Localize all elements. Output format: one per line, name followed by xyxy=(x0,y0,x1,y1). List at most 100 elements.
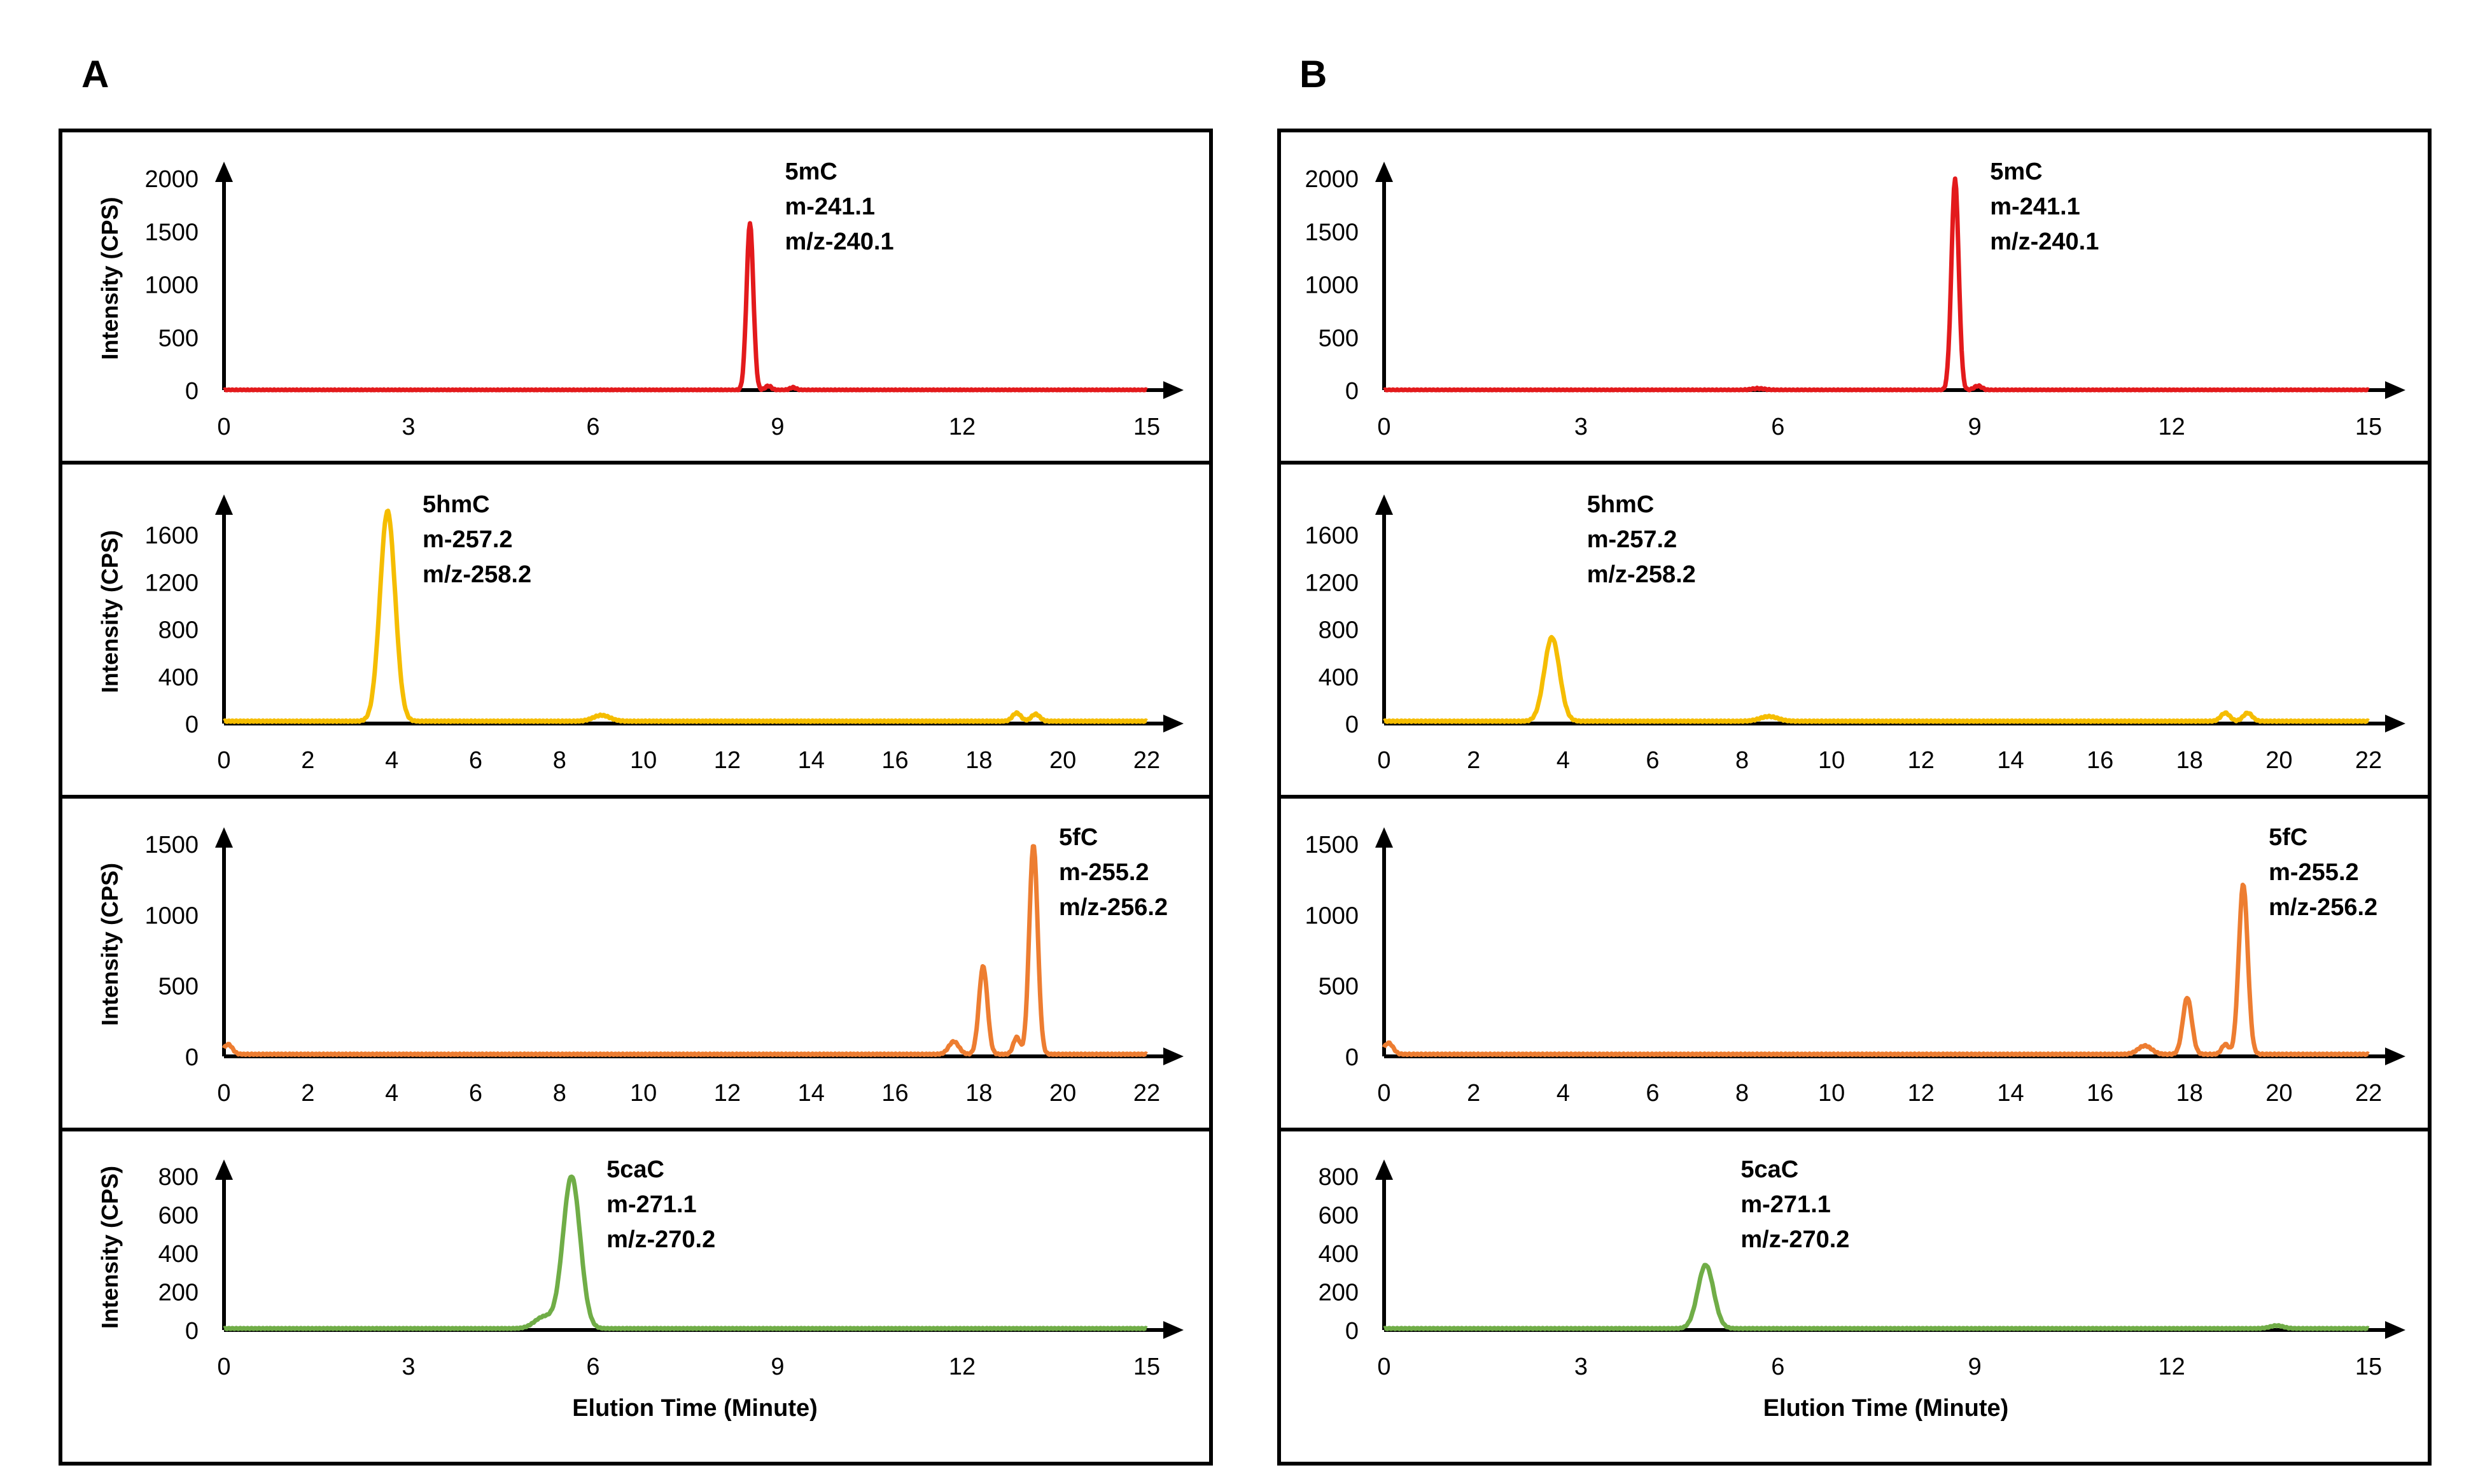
panel-b-5hmc-xtick-label: 16 xyxy=(2087,747,2113,774)
panel-a-5fc-xtick-label: 6 xyxy=(469,1080,482,1107)
panel-b-5fc-xtick-label: 22 xyxy=(2355,1080,2382,1107)
panel-b-5fc-xtick-label: 18 xyxy=(2176,1080,2203,1107)
panel-a-5fc-xtick-label: 18 xyxy=(965,1080,992,1107)
panel-a-5fc-xtick-label: 10 xyxy=(630,1080,657,1107)
panel-a-5cac-ytick-label: 400 xyxy=(158,1241,199,1268)
panel-b-5fc-ytick-label: 0 xyxy=(1345,1044,1359,1071)
panel-b-5cac-xtick-label: 9 xyxy=(1968,1354,1982,1380)
panel-a-5mc-y-axis-arrow xyxy=(215,162,233,182)
panel-a-5mc-x-axis-arrow xyxy=(1163,381,1184,399)
panel-a-5mc-ytick-label: 0 xyxy=(185,378,199,405)
panel-letter-a: A xyxy=(81,53,109,95)
panel-b-5hmc-xtick-label: 4 xyxy=(1557,747,1570,774)
panel-b-5mc-trace xyxy=(1383,176,2370,393)
panel-a-5mc-xtick-label: 9 xyxy=(771,414,784,440)
panel-a-5fc-xtick-label: 8 xyxy=(553,1080,566,1107)
panel-a-5fc-xtick-label: 22 xyxy=(1133,1080,1160,1107)
panel-b-5hmc-ytick-label: 1600 xyxy=(1305,522,1359,549)
panel-a-5cac-xtick-label: 12 xyxy=(949,1354,976,1380)
panel-b-5hmc-y-axis-arrow xyxy=(1375,494,1393,515)
panel-a-5hmc-annotation-line: m-257.2 xyxy=(423,526,513,553)
panel-a-5fc-ytick-label: 1500 xyxy=(144,832,199,858)
panel-a-5mc-annotation-line: m/z-240.1 xyxy=(785,228,894,255)
panel-a-5hmc-xtick-label: 4 xyxy=(385,747,398,774)
panel-b-xlabel: Elution Time (Minute) xyxy=(1763,1395,2009,1422)
panel-b-5mc-ytick-label: 0 xyxy=(1345,378,1359,405)
panel-b-5mc-ytick-label: 2000 xyxy=(1305,166,1359,193)
panel-a-5mc-xtick-label: 12 xyxy=(949,414,976,440)
panel-b-5hmc-ytick-label: 0 xyxy=(1345,711,1359,738)
panel-b-5hmc-ytick-label: 400 xyxy=(1319,664,1359,691)
panel-a-5fc-ylabel: Intensity (CPS) xyxy=(97,863,123,1026)
panel-b-5hmc-xtick-label: 22 xyxy=(2355,747,2382,774)
panel-b-5fc-xtick-label: 14 xyxy=(1997,1080,2024,1107)
panel-b-5cac-annotation-line: m-271.1 xyxy=(1740,1191,1831,1218)
panel-b-5fc-annotation-line: m-255.2 xyxy=(2269,859,2359,886)
panel-a-5hmc-xtick-label: 10 xyxy=(630,747,657,774)
panel-a-5hmc-xtick-label: 0 xyxy=(217,747,230,774)
panel-a-5hmc-ytick-label: 0 xyxy=(185,711,199,738)
panel-b-5mc-xtick-label: 6 xyxy=(1771,414,1784,440)
panel-b-5cac-chart: 0 200 400 600 800 0 3 6 9 12 15 5caC m-271.1 m/z-270.… xyxy=(1277,1128,2432,1466)
panel-a-5hmc-xtick-label: 6 xyxy=(469,747,482,774)
panel-a-5cac-annotation-line: m-271.1 xyxy=(606,1191,697,1218)
panel-a-5cac-annotation-line: 5caC xyxy=(606,1156,664,1183)
panel-b-5cac-xtick-label: 3 xyxy=(1574,1354,1588,1380)
panel-b-5fc-chart: 0 500 1000 1500 0 2 4 6 8 10 12 14 16 18 20 22 5fC m-255.… xyxy=(1277,795,2432,1131)
panel-b-5cac-ytick-label: 600 xyxy=(1319,1203,1359,1229)
panel-b-5hmc-xtick-label: 8 xyxy=(1735,747,1749,774)
panel-a-5cac-ytick-label: 600 xyxy=(158,1203,199,1229)
panel-a-5cac-trace xyxy=(223,1174,1148,1331)
panel-b-5mc-y-axis-arrow xyxy=(1375,162,1393,182)
panel-a-5hmc-annotation-line: m/z-258.2 xyxy=(423,561,531,588)
panel-a-5fc-xtick-label: 0 xyxy=(217,1080,230,1107)
panel-a-5fc-chart: 0 500 1000 1500 0 2 4 6 8 10 12 14 16 18 20 22 Intensity… xyxy=(59,795,1213,1131)
panel-a-5hmc-xtick-label: 2 xyxy=(301,747,314,774)
panel-a-5mc-xtick-label: 15 xyxy=(1133,414,1160,440)
panel-b-5cac-annotation-line: m/z-270.2 xyxy=(1740,1226,1849,1253)
panel-b-5cac-xtick-label: 0 xyxy=(1377,1354,1390,1380)
panel-b-5hmc-annotation-line: 5hmC xyxy=(1587,491,1655,518)
panel-b-5cac-xtick-label: 12 xyxy=(2158,1354,2185,1380)
panel-b-5fc-trace xyxy=(1382,883,2370,1058)
panel-b-5mc-frame xyxy=(1277,129,2432,465)
panel-b-5mc-xtick-label: 3 xyxy=(1574,414,1588,440)
panel-a-5cac-ylabel: Intensity (CPS) xyxy=(97,1166,123,1329)
panel-b-5mc-xtick-label: 9 xyxy=(1968,414,1982,440)
panel-a-5hmc-xtick-label: 14 xyxy=(798,747,825,774)
panel-b-5cac-trace xyxy=(1383,1263,2370,1331)
panel-a-5cac-frame xyxy=(59,1128,1213,1466)
panel-b-5cac-annotation-line: 5caC xyxy=(1740,1156,1798,1183)
panel-b-5cac-ytick-label: 400 xyxy=(1319,1241,1359,1268)
panel-b-5cac-ytick-label: 200 xyxy=(1319,1280,1359,1306)
panel-b-5hmc-x-axis-arrow xyxy=(2385,715,2405,732)
panel-b-5hmc-frame xyxy=(1277,461,2432,799)
panel-a-5fc-annotation-line: m-255.2 xyxy=(1059,859,1149,886)
panel-b-5mc-annotation-line: m/z-240.1 xyxy=(1990,228,2099,255)
panel-a-5fc-x-axis-arrow xyxy=(1163,1047,1184,1065)
panel-a-5hmc-x-axis-arrow xyxy=(1163,715,1184,732)
panel-b-5mc-xtick-label: 12 xyxy=(2158,414,2185,440)
panel-b-5hmc-chart: 0 400 800 1200 1600 0 2 4 6 8 10 12 14 16 18 20 22 5hmC m-… xyxy=(1277,461,2432,799)
panel-a-5fc-xtick-label: 4 xyxy=(385,1080,398,1107)
panel-b-5fc-xtick-label: 8 xyxy=(1735,1080,1749,1107)
panel-b-5hmc-xtick-label: 6 xyxy=(1646,747,1659,774)
panel-a-5fc-xtick-label: 20 xyxy=(1049,1080,1076,1107)
panel-a-5hmc-ytick-label: 1200 xyxy=(144,570,199,596)
panel-b-5hmc-xtick-label: 18 xyxy=(2176,747,2203,774)
panel-b-5fc-xtick-label: 10 xyxy=(1818,1080,1845,1107)
panel-a-5hmc-ytick-label: 1600 xyxy=(144,522,199,549)
panel-b-5cac-xtick-label: 6 xyxy=(1771,1354,1784,1380)
panel-a-5hmc-ylabel: Intensity (CPS) xyxy=(97,530,123,693)
panel-b-5fc-xtick-label: 12 xyxy=(1908,1080,1935,1107)
panel-a-5fc-xtick-label: 2 xyxy=(301,1080,314,1107)
panel-b-5fc-ytick-label: 500 xyxy=(1319,974,1359,1000)
panel-a-5cac-xtick-label: 15 xyxy=(1133,1354,1160,1380)
panel-b-5cac-y-axis-arrow xyxy=(1375,1159,1393,1180)
panel-b-5fc-ytick-label: 1000 xyxy=(1305,902,1359,929)
panel-b-5cac-xtick-label: 15 xyxy=(2355,1354,2382,1380)
panel-a-5mc-xtick-label: 6 xyxy=(586,414,599,440)
panel-a-5cac-annotation-line: m/z-270.2 xyxy=(606,1226,715,1253)
